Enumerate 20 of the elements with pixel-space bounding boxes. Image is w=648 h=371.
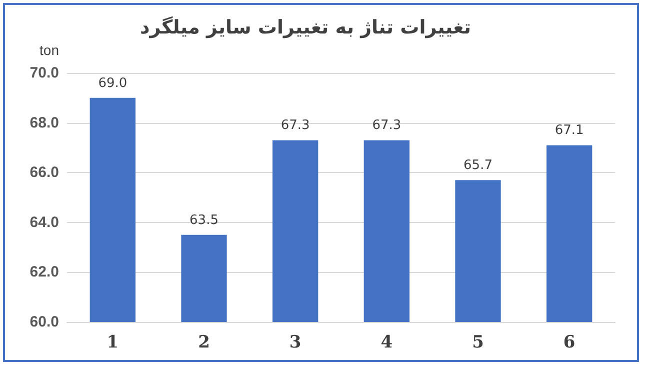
data-label: 67.3: [280, 118, 310, 134]
data-label: 65.7: [464, 158, 492, 174]
data-label: 67.1: [554, 123, 584, 138]
data-label: 67.3: [372, 118, 402, 134]
data-label: 63.5: [190, 212, 218, 228]
x-tick-label: 3: [289, 332, 302, 352]
y-tick-label: 68.0: [30, 114, 59, 132]
x-tick-label: 4: [380, 332, 393, 352]
x-tick-label: 2: [198, 332, 210, 352]
chart-title: تغییرات تناژ به تغییرات سایز میلگرد: [140, 16, 471, 38]
y-tick-label: 64.0: [30, 214, 59, 231]
y-tick-label: 62.0: [30, 264, 59, 281]
y-axis-title: ton: [40, 42, 59, 58]
x-tick-label: 6: [563, 332, 576, 352]
y-tick-label: 66.0: [30, 164, 59, 182]
x-tick-label: 5: [472, 332, 484, 352]
x-tick-label: 1: [106, 332, 119, 352]
y-tick-label: 70.0: [30, 64, 59, 82]
data-label: 69.0: [98, 76, 128, 91]
y-tick-label: 60.0: [30, 314, 59, 330]
